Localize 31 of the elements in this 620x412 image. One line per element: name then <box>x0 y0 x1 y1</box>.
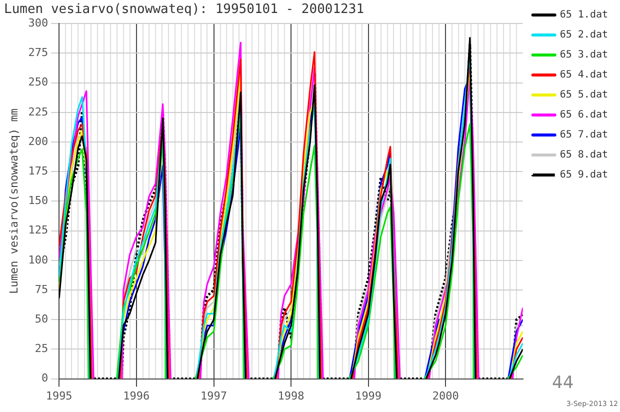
legend-label: 65 9.dat <box>560 170 608 181</box>
y-tick-label: 150 <box>28 194 48 208</box>
y-tick-label: 175 <box>28 164 48 178</box>
legend-label: 65 2.dat <box>560 30 608 41</box>
text: 44 <box>552 373 574 393</box>
x-tick-label: 1998 <box>278 389 304 402</box>
y-tick-label: 225 <box>28 105 48 118</box>
legend-label: 65 7.dat <box>560 130 608 141</box>
legend-label: 65 6.dat <box>560 110 608 121</box>
chart-title: Lumen vesiarvo(snowwateq): 19950101 - 20001231 <box>4 2 364 18</box>
x-tick-label: 1996 <box>123 389 150 402</box>
y-tick-label: 50 <box>34 312 48 326</box>
x-tick-label: 1995 <box>46 389 72 402</box>
y-tick-label: 300 <box>28 16 48 30</box>
x-tick-label: 2000 <box>432 389 459 402</box>
y-tick-label: 125 <box>28 224 48 237</box>
y-axis-title: Lumen vesiarvo(snowwateq) mm <box>7 108 20 294</box>
y-tick-label: 200 <box>28 134 48 148</box>
legend-label: 65 1.dat <box>560 10 608 21</box>
y-tick-label: 250 <box>28 76 48 89</box>
legend-label: 65 3.dat <box>560 50 608 61</box>
legend-label: 65 5.dat <box>560 90 608 101</box>
legend-label: 65 8.dat <box>560 150 608 161</box>
x-tick-label: 1999 <box>355 389 382 402</box>
y-tick-label: 100 <box>28 253 48 266</box>
x-tick-label: 1997 <box>200 389 228 402</box>
y-tick-label: 0 <box>41 372 48 385</box>
y-tick-label: 25 <box>34 342 48 356</box>
y-tick-label: 75 <box>34 282 48 296</box>
y-tick-label: 275 <box>28 46 48 60</box>
legend-label: 65 4.dat <box>560 70 608 81</box>
